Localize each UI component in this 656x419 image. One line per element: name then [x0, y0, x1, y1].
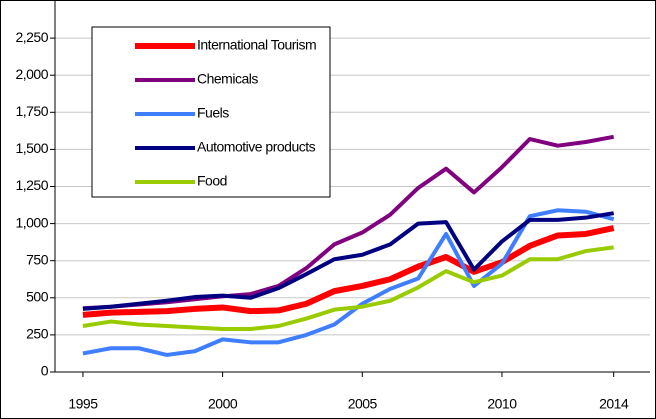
- y-tick-label: 1,750: [15, 103, 48, 119]
- y-tick-label: 0: [41, 363, 49, 379]
- x-tick-label: 2014: [599, 396, 629, 412]
- legend-label: Fuels: [197, 105, 229, 121]
- y-tick-label: 750: [26, 251, 49, 267]
- data-line: [82, 225, 615, 318]
- y-tick-label: 2,000: [15, 66, 48, 82]
- data-line: [82, 245, 614, 331]
- x-tick-label: 2000: [208, 396, 238, 412]
- x-tick-label: 2010: [487, 396, 517, 412]
- y-tick-label: 1,500: [15, 140, 48, 156]
- legend-box: [91, 26, 331, 198]
- y-tick-label: 500: [26, 289, 49, 305]
- y-tick-label: 1,000: [15, 214, 48, 230]
- y-tick-label: 1,250: [15, 177, 48, 193]
- legend-label: Food: [197, 173, 227, 189]
- legend-label: Chemicals: [197, 71, 258, 87]
- legend: International Tourism Chemicals Fuels Autom…: [91, 26, 331, 198]
- x-tick-label: 1995: [68, 396, 98, 412]
- data-line: [82, 211, 614, 311]
- x-tick-label: 2005: [348, 396, 378, 412]
- y-tick-label: 250: [26, 326, 49, 342]
- legend-label: Automotive products: [197, 139, 316, 155]
- legend-label: International Tourism: [197, 37, 316, 53]
- y-tick-label: 2,250: [15, 29, 48, 45]
